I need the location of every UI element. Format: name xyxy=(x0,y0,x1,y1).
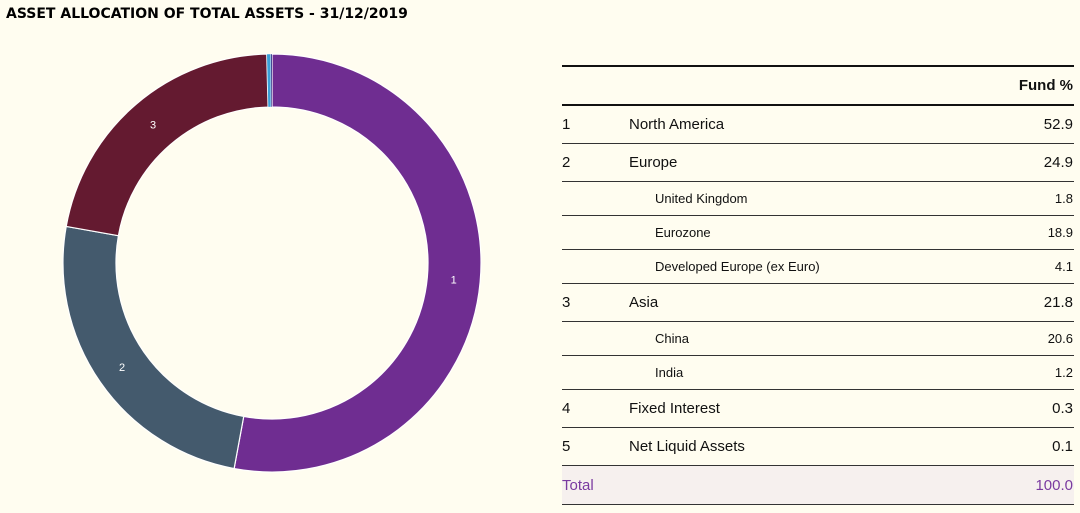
row-label: India xyxy=(655,365,684,380)
row-number: 5 xyxy=(562,438,571,455)
row-number: 2 xyxy=(562,154,571,171)
row-label: North America xyxy=(629,116,725,133)
donut-slice-5 xyxy=(270,53,273,108)
row-value: 24.9 xyxy=(1043,154,1073,171)
row-label: Asia xyxy=(629,294,659,311)
row-number xyxy=(562,182,629,216)
row-label: Eurozone xyxy=(655,225,711,240)
table-body: 1 North America 52.9 2 Europe 24.9 United King… xyxy=(562,105,1074,505)
total-label: Total xyxy=(562,476,594,494)
slice-label-2: 2 xyxy=(119,362,125,374)
donut-chart-svg: 1 2 3 xyxy=(62,53,482,473)
row-number: 3 xyxy=(562,294,571,311)
table-row: United Kingdom 1.8 xyxy=(562,182,1074,216)
row-number xyxy=(562,322,629,356)
table-row: 5 Net Liquid Assets 0.1 xyxy=(562,428,1074,466)
row-number: 1 xyxy=(562,116,571,133)
header-fund-percent: Fund % xyxy=(1018,77,1073,94)
row-number xyxy=(562,356,629,390)
row-value: 4.1 xyxy=(1054,259,1073,274)
row-number xyxy=(562,216,629,250)
row-value: 1.2 xyxy=(1054,365,1073,380)
total-value: 100.0 xyxy=(1035,476,1073,494)
row-value: 0.1 xyxy=(1052,438,1073,455)
allocation-table: Fund % 1 North America 52.9 2 Europe 24.9 Unit… xyxy=(562,65,1074,505)
row-value: 21.8 xyxy=(1043,294,1073,311)
table-row: India 1.2 xyxy=(562,356,1074,390)
table-row: Eurozone 18.9 xyxy=(562,216,1074,250)
row-value: 18.9 xyxy=(1047,225,1073,240)
table-row: Developed Europe (ex Euro) 4.1 xyxy=(562,250,1074,284)
table-total-row: Total 100.0 xyxy=(562,465,1074,505)
slice-label-3: 3 xyxy=(150,120,156,132)
donut-slice-3 xyxy=(65,53,269,237)
donut-slice-2 xyxy=(62,225,245,470)
row-label: Fixed Interest xyxy=(629,400,720,417)
donut-chart: 1 2 3 xyxy=(62,53,482,473)
row-value: 52.9 xyxy=(1043,116,1073,133)
table-row: 4 Fixed Interest 0.3 xyxy=(562,390,1074,428)
row-number xyxy=(562,250,629,284)
row-label: Net Liquid Assets xyxy=(629,438,745,455)
table-row: 3 Asia 21.8 xyxy=(562,284,1074,322)
page-title: ASSET ALLOCATION OF TOTAL ASSETS - 31/12… xyxy=(6,6,408,22)
table-row: 1 North America 52.9 xyxy=(562,105,1074,144)
row-value: 1.8 xyxy=(1054,191,1073,206)
header-col-region xyxy=(629,66,974,105)
row-label: Europe xyxy=(629,154,678,171)
row-label: United Kingdom xyxy=(655,191,748,206)
row-number: 4 xyxy=(562,400,571,417)
row-label: China xyxy=(655,331,689,346)
slice-label-1: 1 xyxy=(451,275,457,287)
row-value: 0.3 xyxy=(1052,400,1073,417)
header-col-number xyxy=(562,66,629,105)
allocation-table-wrap: Fund % 1 North America 52.9 2 Europe 24.9 Unit… xyxy=(562,65,1074,505)
table-row: 2 Europe 24.9 xyxy=(562,144,1074,182)
table-header-row: Fund % xyxy=(562,66,1074,105)
row-value: 20.6 xyxy=(1047,331,1073,346)
donut-slice-1 xyxy=(233,53,482,473)
table-row: China 20.6 xyxy=(562,322,1074,356)
row-label: Developed Europe (ex Euro) xyxy=(655,259,820,274)
